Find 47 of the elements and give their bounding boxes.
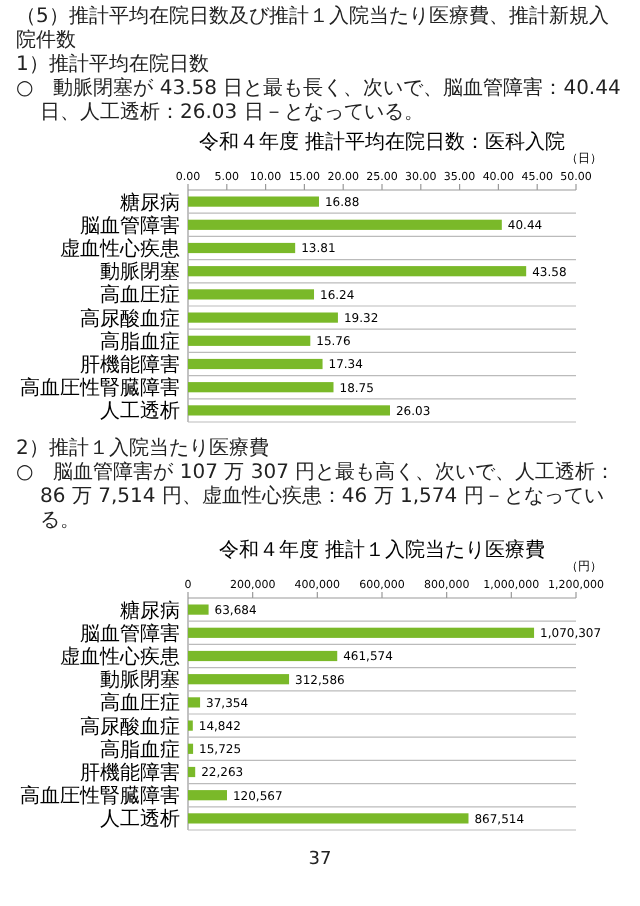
y-tick-label: 高脂血症	[100, 737, 180, 762]
bar	[188, 196, 319, 207]
text: ○ 脳血管障害が 107 万 307 円と最も高く、次いで、人工透析：86 万 7,514 円、虚血性心疾患：46 万 1,574 円－となっている。	[16, 462, 618, 534]
bar	[188, 650, 338, 662]
y-tick-label: 糖尿病	[120, 190, 180, 215]
bar	[188, 242, 296, 254]
y-tick-label: 虚血性心疾患	[60, 237, 180, 261]
bar	[188, 358, 323, 370]
y-tick-label: 脳血管障害	[80, 213, 180, 238]
bar	[188, 312, 338, 323]
text: 2）推計１入院当たり医療費	[16, 438, 271, 461]
bar	[188, 382, 334, 393]
y-tick-label: 高尿酸血症	[80, 306, 180, 331]
y-tick-label: 高尿酸血症	[80, 714, 180, 739]
y-tick-label: 高脂血症	[100, 329, 180, 354]
y-tick-label: 肝機能障害	[80, 761, 180, 785]
y-tick-label: 高血圧性腎臓障害	[20, 376, 180, 401]
bar	[188, 266, 527, 277]
bar	[188, 604, 209, 615]
y-tick-label: 高血圧性腎臓障害	[20, 784, 180, 809]
y-tick-label: 人工透析	[100, 807, 180, 832]
chart-title: 令和４年度 推計平均在院日数：医科入院	[198, 130, 566, 154]
text: 1）推計平均在院日数	[16, 54, 211, 77]
bar	[188, 697, 201, 708]
chart-title: 令和４年度 推計１入院当たり医療費	[218, 538, 546, 562]
y-tick-label: 動脈閉塞	[100, 668, 180, 693]
y-tick-label: 高血圧症	[100, 691, 180, 716]
bar	[188, 743, 194, 754]
y-tick-label: 虚血性心疾患	[60, 645, 180, 669]
y-tick-label: 動脈閉塞	[100, 260, 180, 285]
bar	[188, 405, 390, 416]
y-tick-label: 脳血管障害	[80, 621, 180, 646]
y-tick-label: 人工透析	[100, 399, 180, 424]
bar	[188, 335, 311, 346]
bar	[188, 219, 502, 230]
bar	[188, 790, 227, 801]
bar	[188, 289, 315, 300]
y-tick-label: 高血圧症	[100, 283, 180, 308]
text: （5）推計平均在院日数及び推計１入院当たり医療費、推計新規入院件数	[16, 6, 611, 53]
y-tick-label: 肝機能障害	[80, 353, 180, 377]
bar	[188, 766, 196, 778]
bar	[188, 674, 290, 685]
text: ○ 動脈閉塞が 43.58 日と最も長く、次いで、脳血管障害：40.44 日、人工透析：26.03 日－となっている。	[16, 78, 623, 126]
bar	[188, 813, 469, 824]
text: 37	[306, 850, 334, 870]
bar	[188, 627, 535, 638]
y-tick-label: 糖尿病	[120, 598, 180, 623]
